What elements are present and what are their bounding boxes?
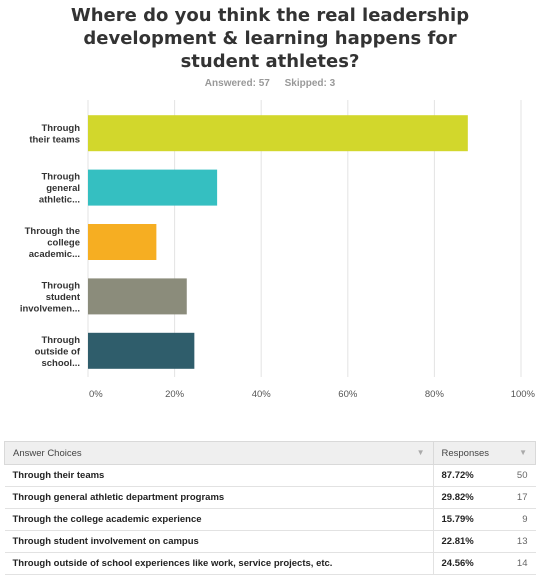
bar: [88, 115, 468, 152]
chart-title-line: development & learning happens for: [83, 28, 457, 49]
answer-choice: Through outside of school experiences li…: [4, 552, 433, 575]
category-label-line: outside of: [35, 346, 81, 357]
category-label-line: Through: [41, 172, 80, 183]
response-stats: Answered: 57 Skipped: 3: [0, 78, 540, 89]
response-percent: 29.82%: [432, 486, 492, 509]
category-label-line: general: [46, 183, 80, 194]
x-tick-label: 0%: [89, 389, 103, 400]
x-tick-label: 60%: [338, 389, 358, 400]
x-tick-label: 100%: [511, 389, 536, 400]
x-tick-label: 40%: [252, 389, 272, 400]
table-row: Through student involvement on campus 22…: [4, 530, 536, 553]
bar: [88, 332, 195, 369]
table-row: Through the college academic experience …: [4, 508, 536, 531]
responses-header[interactable]: Responses ▼: [432, 441, 536, 465]
bar: [88, 169, 218, 206]
answer-choice: Through the college academic experience: [4, 508, 433, 531]
chart-title-line: student athletes?: [180, 51, 360, 72]
x-tick-label: 20%: [165, 389, 185, 400]
category-label-line: their teams: [29, 134, 80, 145]
bar: [88, 224, 157, 260]
category-label-line: school...: [41, 358, 80, 369]
chevron-down-icon[interactable]: ▼: [416, 447, 425, 457]
category-label: Through general athletic...: [39, 172, 80, 206]
table-header-row: Answer Choices ▼ Responses ▼: [4, 441, 536, 465]
skipped-count: Skipped: 3: [284, 78, 336, 89]
table-row: Through general athletic department prog…: [4, 486, 536, 509]
category-label-line: involvemen...: [20, 303, 80, 314]
category-label: Through outside of school...: [35, 335, 81, 369]
responses-table: Answer Choices ▼ Responses ▼ Through their…: [4, 441, 536, 575]
answer-choice: Through student involvement on campus: [4, 530, 433, 553]
response-count: 13: [491, 530, 536, 553]
response-count: 17: [491, 486, 536, 509]
answered-count: Answered: 57: [204, 78, 270, 89]
chart-title-line: Where do you think the real leadership: [70, 5, 470, 26]
category-label: Through their teams: [29, 123, 80, 146]
category-label-line: academic...: [29, 249, 80, 260]
category-label-line: Through: [41, 335, 80, 346]
category-label-line: Through the: [25, 226, 80, 237]
category-label-line: Through: [41, 123, 80, 134]
table-row: Through outside of school experiences li…: [4, 552, 536, 575]
table-row: Through their teams 87.72% 50: [4, 464, 536, 487]
category-label-line: athletic...: [39, 195, 80, 206]
response-percent: 22.81%: [432, 530, 492, 553]
response-count: 9: [491, 508, 536, 531]
answer-choice: Through their teams: [4, 464, 433, 487]
category-label-line: student: [46, 292, 81, 303]
answer-choice: Through general athletic department prog…: [4, 486, 433, 509]
chart-title: Where do you think the real leadership d…: [20, 4, 520, 73]
x-tick-label: 80%: [425, 389, 445, 400]
response-percent: 15.79%: [432, 508, 492, 531]
response-count: 14: [491, 552, 536, 575]
chevron-down-icon[interactable]: ▼: [519, 447, 527, 457]
category-label: Through student involvemen...: [20, 280, 81, 314]
category-label-line: college: [47, 238, 80, 249]
bar: [88, 278, 187, 315]
category-label-line: Through: [41, 280, 80, 291]
category-label: Through the college academic...: [25, 226, 80, 260]
response-percent: 24.56%: [432, 552, 492, 575]
answer-choices-header[interactable]: Answer Choices ▼: [4, 441, 434, 465]
response-percent: 87.72%: [432, 464, 492, 487]
bar-chart: 0% 20% 40% 60% 80% 100%Through their teamsThro…: [20, 100, 536, 400]
response-count: 50: [491, 464, 536, 487]
